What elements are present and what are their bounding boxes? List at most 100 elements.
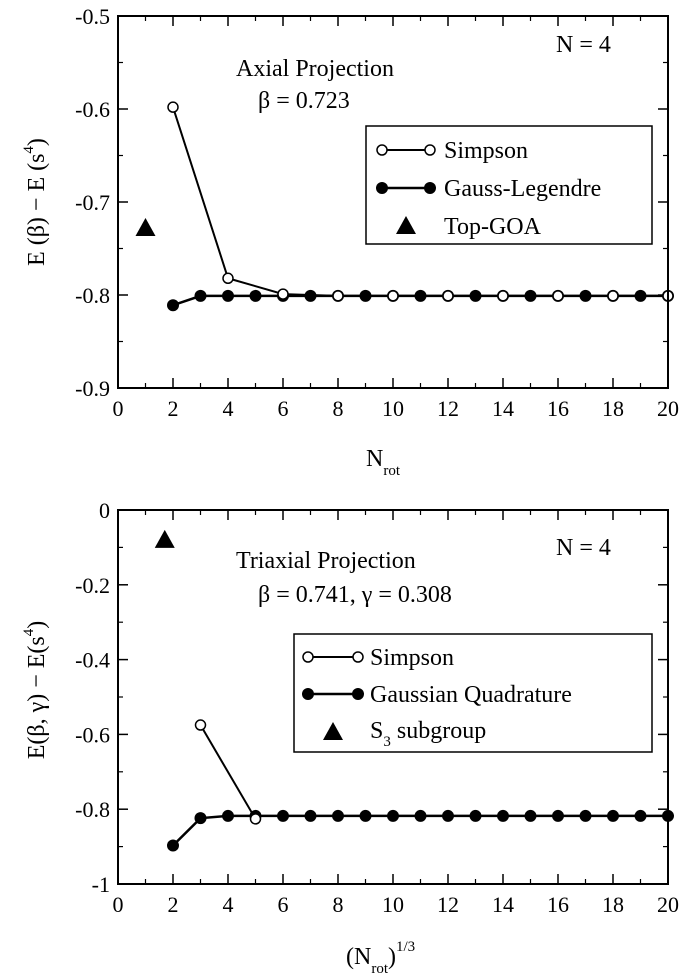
axial-y-tick-label: -0.6 bbox=[75, 97, 110, 122]
triaxial-projection-chart: 0 2 4 6 8 10 12 14 16 18 20 -1 -0.8 -0.6 -0.4 -0.2 0 Tri… bbox=[21, 498, 679, 977]
triaxial-x-tick-label: 8 bbox=[333, 892, 344, 917]
data-point bbox=[194, 719, 207, 731]
axial-x-tick-label: 4 bbox=[223, 396, 234, 421]
axial-y-axis-title: E (β) − E (s4) bbox=[21, 138, 50, 266]
triaxial-series bbox=[154, 529, 674, 852]
axial-legend-label-simpson: Simpson bbox=[444, 138, 528, 164]
axial-x-tick-label: 6 bbox=[278, 396, 289, 421]
triaxial-annotation-params: β = 0.741, γ = 0.308 bbox=[258, 582, 452, 608]
triaxial-series-simpson-line bbox=[199, 724, 257, 820]
data-point bbox=[607, 809, 619, 822]
data-point bbox=[222, 809, 234, 822]
axial-legend-label-top-goa: Top-GOA bbox=[444, 214, 542, 240]
triaxial-annotation-n: N = 4 bbox=[556, 535, 611, 561]
axial-legend-item-top-goa: Top-GOA bbox=[396, 214, 542, 240]
axial-legend-label-gauss-legendre: Gauss-Legendre bbox=[444, 176, 601, 202]
data-point bbox=[552, 290, 564, 302]
axial-x-tick-label: 14 bbox=[492, 396, 514, 421]
data-point bbox=[332, 290, 344, 302]
data-point bbox=[387, 290, 399, 302]
axial-legend: Simpson Gauss-Legendre Top-GOA bbox=[365, 125, 653, 245]
triaxial-x-tick-label: 20 bbox=[657, 892, 679, 917]
triaxial-legend-item-simpson: Simpson bbox=[302, 645, 454, 671]
triaxial-series-simpson bbox=[194, 719, 262, 825]
triaxial-series-quadrature bbox=[167, 809, 674, 852]
data-point-triangle bbox=[154, 529, 175, 548]
data-point bbox=[497, 809, 509, 822]
axial-plot-frame bbox=[117, 15, 669, 389]
axial-x-tick-label: 16 bbox=[547, 396, 569, 421]
triaxial-x-tick-label: 10 bbox=[382, 892, 404, 917]
triaxial-series-triangle bbox=[154, 529, 175, 548]
axial-x-tick-label: 0 bbox=[113, 396, 124, 421]
triaxial-x-tick-label: 16 bbox=[547, 892, 569, 917]
data-point bbox=[249, 813, 262, 825]
triaxial-plot-frame bbox=[117, 509, 669, 885]
axial-x-tick-label: 8 bbox=[333, 396, 344, 421]
axial-x-tick-label: 20 bbox=[657, 396, 679, 421]
triaxial-legend-item-s3-subgroup: S3 subgroup bbox=[323, 718, 486, 750]
axial-projection-chart: 0 2 4 6 8 10 12 14 16 18 20 -0.9 -0.8 -0.7 -0.6 -0.5 Ax… bbox=[21, 4, 679, 479]
triaxial-y-tick-label: -0.2 bbox=[75, 573, 110, 598]
axial-series-simpson-line bbox=[172, 106, 668, 297]
data-point bbox=[304, 809, 317, 822]
axial-annotation-title: Axial Projection bbox=[236, 56, 394, 82]
data-point bbox=[277, 288, 289, 300]
triaxial-x-tick-label: 14 bbox=[492, 892, 514, 917]
triaxial-y-tick-label: -0.8 bbox=[75, 797, 110, 822]
axial-series-simpson bbox=[167, 101, 674, 302]
axial-x-tick-label: 12 bbox=[437, 396, 459, 421]
triaxial-x-tick-label: 18 bbox=[602, 892, 624, 917]
data-point bbox=[442, 290, 454, 302]
data-point bbox=[194, 812, 207, 825]
triaxial-x-tick-label: 12 bbox=[437, 892, 459, 917]
data-point bbox=[167, 839, 179, 852]
data-point bbox=[277, 809, 289, 822]
axial-series bbox=[135, 101, 674, 312]
triaxial-y-tick-label: 0 bbox=[99, 498, 110, 523]
data-point bbox=[222, 289, 234, 302]
axial-annotation-n: N = 4 bbox=[556, 32, 611, 58]
axial-x-tick-label: 10 bbox=[382, 396, 404, 421]
data-point bbox=[469, 809, 482, 822]
data-point bbox=[332, 809, 344, 822]
triaxial-y-tick-label: -0.6 bbox=[75, 722, 110, 747]
triaxial-legend-label-simpson: Simpson bbox=[370, 645, 454, 671]
axial-x-tick-label: 18 bbox=[602, 396, 624, 421]
axial-legend-box bbox=[365, 125, 653, 245]
axial-y-tick-label: -0.9 bbox=[75, 376, 110, 401]
axial-annotation-beta: β = 0.723 bbox=[258, 88, 350, 114]
data-point bbox=[387, 809, 399, 822]
triaxial-legend-label-gaussian-quadrature: Gaussian Quadrature bbox=[370, 682, 572, 708]
data-point bbox=[579, 809, 592, 822]
data-point bbox=[497, 290, 509, 302]
axial-y-tick-label: -0.5 bbox=[75, 4, 110, 29]
triaxial-ticks: 0 2 4 6 8 10 12 14 16 18 20 -1 -0.8 -0.6 -0.4 -0.2 0 bbox=[75, 498, 679, 917]
triaxial-x-tick-label: 0 bbox=[113, 892, 124, 917]
data-point bbox=[194, 289, 207, 302]
axial-legend-item-simpson: Simpson bbox=[376, 138, 528, 164]
data-point bbox=[222, 272, 234, 285]
axial-y-tick-label: -0.8 bbox=[75, 283, 110, 308]
data-point bbox=[442, 809, 454, 822]
triaxial-x-tick-label: 4 bbox=[223, 892, 234, 917]
axial-x-axis-title: Nrot bbox=[366, 446, 401, 479]
triaxial-legend-label-s3-subgroup: S3 subgroup bbox=[370, 718, 486, 750]
triaxial-y-tick-label: -0.4 bbox=[75, 648, 110, 673]
axial-series-quadrature bbox=[167, 289, 674, 312]
triaxial-x-tick-label: 2 bbox=[168, 892, 179, 917]
axial-series-triangle bbox=[135, 218, 156, 237]
data-point-triangle bbox=[135, 218, 156, 237]
data-point bbox=[359, 809, 372, 822]
triaxial-annotation-title: Triaxial Projection bbox=[236, 548, 416, 574]
triaxial-y-tick-label: -1 bbox=[92, 872, 110, 897]
triaxial-legend: Simpson Gaussian Quadrature S3 subgroup bbox=[293, 633, 653, 753]
axial-ticks: 0 2 4 6 8 10 12 14 16 18 20 -0.9 -0.8 -0.7 -0.6 -0.5 bbox=[75, 4, 679, 421]
triaxial-legend-item-gaussian-quadrature: Gaussian Quadrature bbox=[302, 682, 572, 708]
triaxial-x-tick-label: 6 bbox=[278, 892, 289, 917]
data-point bbox=[414, 809, 427, 822]
axial-x-tick-label: 2 bbox=[168, 396, 179, 421]
data-point bbox=[634, 809, 647, 822]
data-point bbox=[607, 290, 619, 302]
